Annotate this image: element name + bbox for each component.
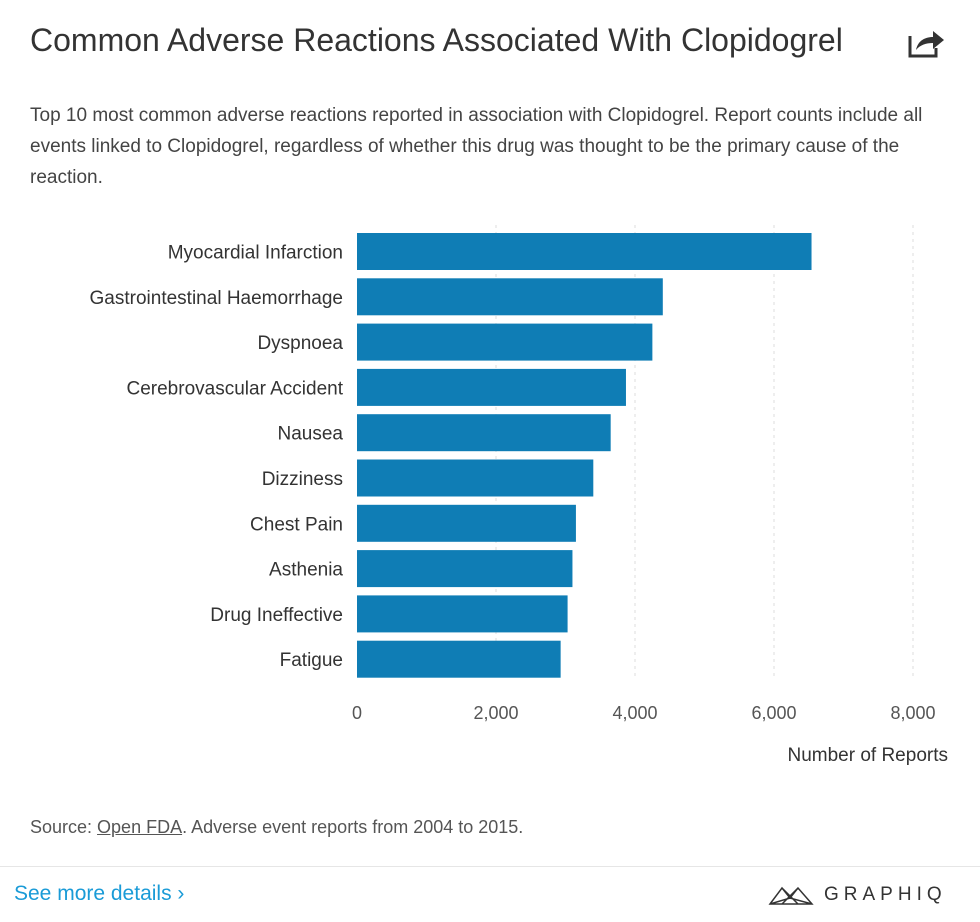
category-label: Chest Pain	[250, 514, 343, 535]
share-arrow-icon[interactable]	[906, 26, 946, 65]
bar[interactable]	[357, 550, 573, 588]
bar[interactable]	[357, 233, 812, 270]
category-label: Asthenia	[269, 560, 343, 581]
category-label: Cerebrovascular Accident	[127, 378, 344, 399]
source-note: Source: Open FDA. Adverse event reports …	[30, 817, 523, 838]
category-label: Nausea	[278, 424, 344, 445]
x-axis-label: Number of Reports	[787, 745, 948, 766]
open-fda-link[interactable]: Open FDA	[97, 817, 183, 837]
category-label: Gastrointestinal Haemorrhage	[90, 288, 343, 309]
divider	[0, 866, 980, 867]
bar[interactable]	[357, 414, 611, 452]
x-tick-label: 8,000	[890, 703, 935, 723]
bar[interactable]	[357, 368, 626, 406]
bar-chart: 0 2,000 4,000 6,000 8,000 Myocardial Infarcti…	[90, 225, 948, 766]
x-tick-label: 4,000	[612, 703, 657, 723]
bar[interactable]	[357, 459, 594, 497]
graphiq-logo-text: GRAPHIQ	[824, 884, 947, 905]
graphiq-logo[interactable]: GRAPHIQ	[768, 884, 947, 906]
category-label: Fatigue	[280, 650, 343, 671]
source-suffix: . Adverse event reports from 2004 to 201…	[182, 817, 524, 837]
chart-subtitle: Top 10 most common adverse reactions rep…	[30, 105, 923, 188]
bar[interactable]	[357, 323, 653, 361]
category-label: Myocardial Infarction	[168, 243, 343, 264]
x-tick-label: 2,000	[473, 703, 518, 723]
bar[interactable]	[357, 640, 561, 678]
category-label: Dyspnoea	[257, 333, 343, 354]
bar[interactable]	[357, 504, 576, 542]
bar[interactable]	[357, 595, 568, 633]
category-label: Dizziness	[262, 469, 343, 490]
x-tick-label: 6,000	[751, 703, 796, 723]
chart-title: Common Adverse Reactions Associated With…	[30, 22, 843, 58]
bar[interactable]	[357, 278, 663, 316]
source-prefix: Source:	[30, 817, 98, 837]
x-tick-label: 0	[352, 703, 362, 723]
graphiq-logo-icon	[768, 886, 814, 905]
see-more-details-link[interactable]: See more details ›	[14, 882, 185, 905]
category-label: Drug Ineffective	[210, 605, 343, 626]
